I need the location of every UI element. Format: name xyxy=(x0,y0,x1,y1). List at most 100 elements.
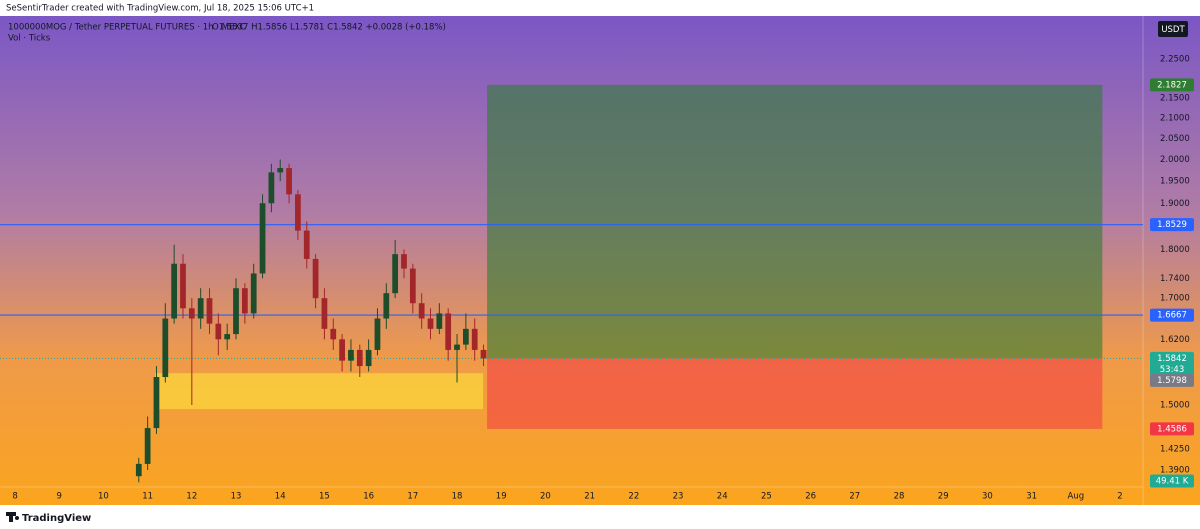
x-tick-label: 14 xyxy=(275,492,286,502)
indicator: Vol · Ticks xyxy=(8,34,51,44)
candle-body xyxy=(330,328,337,340)
x-tick-label: 10 xyxy=(98,492,109,502)
x-tick-label: 13 xyxy=(231,492,242,502)
candle-body xyxy=(250,273,257,314)
candle-body xyxy=(401,254,407,269)
y-tick-label: 1.8000 xyxy=(1160,245,1190,255)
candle-body xyxy=(436,313,443,329)
candle-body xyxy=(374,318,381,350)
zone xyxy=(155,373,484,410)
line-label-box xyxy=(1150,218,1194,232)
footer-brand: TradingView xyxy=(22,513,91,524)
footer-bar xyxy=(0,505,1200,529)
x-tick-label: 21 xyxy=(584,492,595,502)
y-tick-label: 2.2500 xyxy=(1160,54,1190,64)
position-target xyxy=(487,84,1103,359)
x-tick-label: 18 xyxy=(452,492,463,502)
candle-body xyxy=(162,318,169,378)
logo xyxy=(6,512,19,522)
plot-area xyxy=(0,84,1143,483)
candle-body xyxy=(241,288,248,314)
x-tick-label: 2 xyxy=(1117,492,1122,502)
candle-body xyxy=(445,313,452,350)
line-label-box xyxy=(1150,308,1194,322)
countdown-box xyxy=(1150,362,1194,376)
x-tick-label: 23 xyxy=(673,492,684,502)
candle-body xyxy=(418,303,425,319)
x-tick-label: 30 xyxy=(982,492,993,502)
candle-body xyxy=(295,194,301,231)
countdown: 53:43 xyxy=(1160,365,1185,375)
candle-body xyxy=(197,298,204,319)
x-tick-label: 17 xyxy=(407,492,418,502)
candle-body xyxy=(206,298,213,324)
candle-body xyxy=(409,268,416,304)
candle-body xyxy=(312,258,319,299)
candle-body xyxy=(215,323,222,340)
x-tick-label: 29 xyxy=(938,492,949,502)
line-label: 1.8529 xyxy=(1157,220,1187,230)
candle-body xyxy=(135,463,142,477)
ohlc-legend: O1.5837 H1.5856 L1.5781 C1.5842 +0.0028 … xyxy=(212,23,446,33)
y-tick-label: 2.0000 xyxy=(1160,155,1190,165)
x-tick-label: 31 xyxy=(1026,492,1037,502)
x-tick-label: Aug xyxy=(1068,492,1085,502)
y-tick-label: 1.3900 xyxy=(1160,466,1190,476)
candle-body xyxy=(348,349,354,361)
line-label: 1.6667 xyxy=(1157,311,1187,321)
currency-box[interactable] xyxy=(1158,21,1188,37)
y-tick-label: 1.7000 xyxy=(1160,294,1190,304)
x-tick-label: 28 xyxy=(894,492,905,502)
x-tick-label: 15 xyxy=(319,492,330,502)
x-tick-label: 8 xyxy=(12,492,17,502)
x-tick-label: 19 xyxy=(496,492,507,502)
x-tick-label: 11 xyxy=(142,492,153,502)
candle-body xyxy=(365,349,372,367)
candle-body xyxy=(233,288,239,335)
last-price-label-box xyxy=(1150,351,1194,365)
candle-body xyxy=(321,298,328,329)
candle-body xyxy=(153,377,160,429)
currency[interactable]: USDT xyxy=(1161,25,1185,35)
candle-body xyxy=(339,339,345,361)
candle-body xyxy=(259,203,266,274)
candle-body xyxy=(383,293,390,319)
stop-label: 1.4586 xyxy=(1157,424,1187,434)
x-tick-label: 27 xyxy=(849,492,860,502)
x-tick-label: 20 xyxy=(540,492,551,502)
credit-bar xyxy=(0,0,1200,16)
candle-body xyxy=(356,349,363,367)
y-tick-label: 2.0500 xyxy=(1160,134,1190,144)
y-tick-label: 1.4250 xyxy=(1160,444,1190,454)
candle-body xyxy=(277,168,284,173)
volume-label-box xyxy=(1150,474,1194,488)
candle-body xyxy=(462,328,469,345)
target-label-box xyxy=(1150,78,1194,92)
candle-body xyxy=(171,263,178,319)
x-tick-label: 24 xyxy=(717,492,728,502)
y-tick-label: 1.9500 xyxy=(1160,177,1190,187)
last-price-label: 1.5842 xyxy=(1157,354,1187,364)
candle-body xyxy=(286,168,292,195)
x-tick-label: 12 xyxy=(186,492,197,502)
position-stop xyxy=(487,358,1103,429)
x-tick-label: 25 xyxy=(761,492,772,502)
candle-body xyxy=(144,428,151,464)
candle-body xyxy=(180,263,186,309)
target-label: 2.1827 xyxy=(1157,80,1187,90)
credit: SeSentirTrader created with TradingView.… xyxy=(6,4,314,14)
candle-body xyxy=(454,344,460,350)
logo-mark xyxy=(15,516,19,520)
candle-body xyxy=(427,318,434,329)
marker-label: 1.5798 xyxy=(1157,376,1187,386)
candle-body xyxy=(224,334,231,340)
x-tick-label: 16 xyxy=(363,492,374,502)
candle-body xyxy=(480,349,487,359)
y-tick-label: 1.5000 xyxy=(1160,401,1190,411)
x-tick-label: 26 xyxy=(805,492,816,502)
candle-body xyxy=(303,230,310,259)
logo-mark xyxy=(9,512,13,522)
candle-body xyxy=(188,308,195,319)
y-tick-label: 1.7400 xyxy=(1160,274,1190,284)
